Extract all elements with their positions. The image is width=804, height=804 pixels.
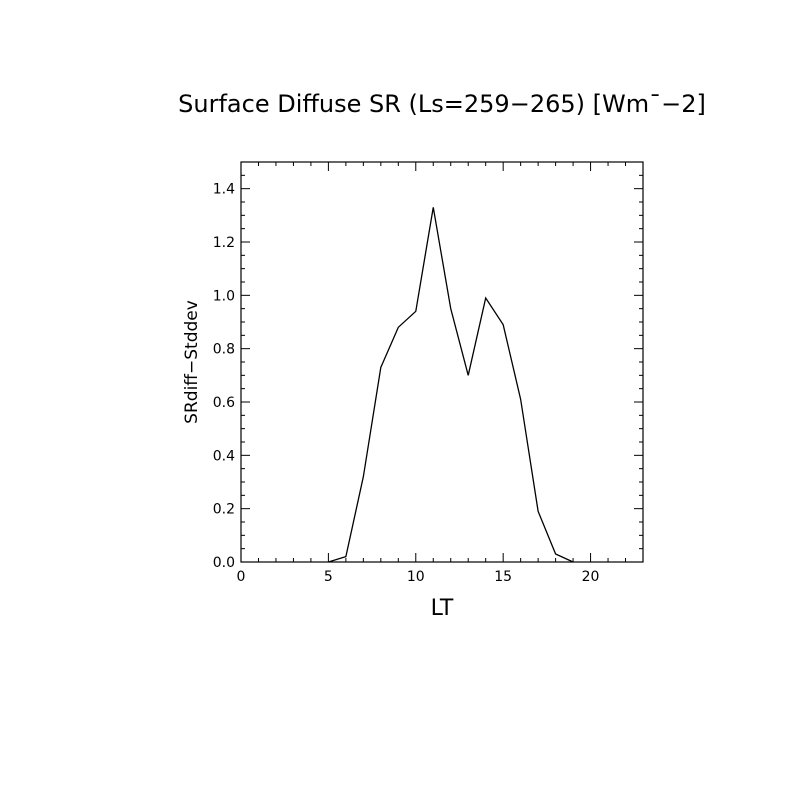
- x-tick-label: 15: [494, 569, 512, 585]
- series-line: [328, 207, 574, 563]
- chart-title: Surface Diffuse SR (Ls=259−265) [Wm¯−2]: [178, 90, 706, 118]
- x-tick-label: 20: [582, 569, 600, 585]
- x-tick-label: 10: [407, 569, 425, 585]
- x-tick-labels: 0 5 10 15 20: [237, 569, 600, 585]
- y-tick-label: 1.0: [213, 288, 235, 304]
- x-tick-label: 0: [237, 569, 246, 585]
- y-tick-label: 0.6: [213, 395, 235, 411]
- y-tick-label: 0.8: [213, 342, 235, 358]
- y-tick-label: 1.4: [213, 182, 235, 198]
- y-tick-label: 1.2: [213, 235, 235, 251]
- y-tick-label: 0.4: [213, 448, 235, 464]
- y-tick-labels: 0.0 0.2 0.4 0.6 0.8 1.0 1.2 1.4: [213, 182, 235, 571]
- x-tick-label: 5: [324, 569, 333, 585]
- x-axis-label: LT: [431, 596, 454, 621]
- plot-frame: [240, 161, 644, 563]
- axis-ticks: [240, 161, 644, 563]
- y-axis-label: SRdiff−Stddev: [182, 300, 202, 424]
- y-tick-label: 0.2: [213, 502, 235, 518]
- y-tick-label: 0.0: [213, 555, 235, 571]
